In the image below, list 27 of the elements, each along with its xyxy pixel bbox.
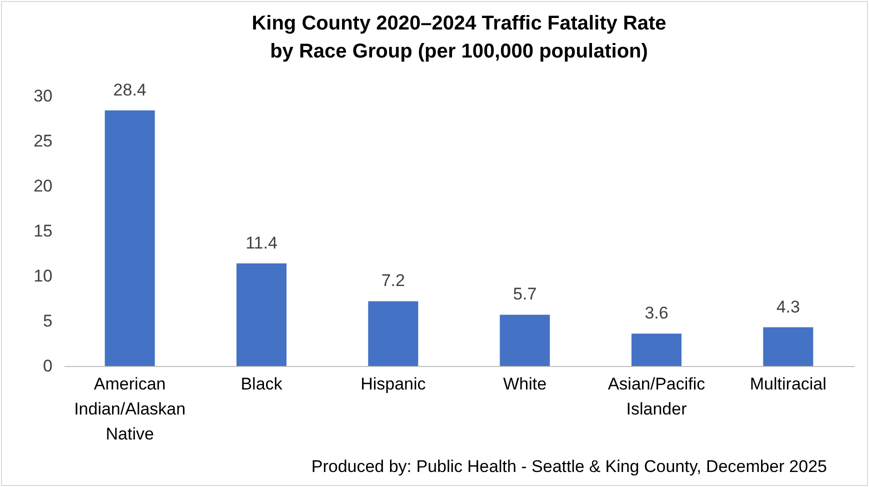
x-tick-label: Black xyxy=(240,374,283,394)
bar xyxy=(368,301,418,366)
y-tick-label: 10 xyxy=(34,266,52,286)
bar xyxy=(500,314,550,366)
text: Produced by: Public Health - Seattle & King County, December 2025 xyxy=(311,457,827,477)
x-tick-label: Asian/Pacific Islander xyxy=(608,374,706,418)
y-tick-label: 5 xyxy=(43,312,52,330)
x-tick-label: American Indian/Alaskan Native xyxy=(74,374,186,444)
chart-title: King County 2020–2024 Traffic Fatality Rate by Race Group (per 100,000 population) xyxy=(252,12,666,62)
y-tick-label: 20 xyxy=(34,176,52,196)
y-tick-label: 25 xyxy=(34,132,52,150)
y-tick-label: 15 xyxy=(34,222,52,240)
data-label: 7.2 xyxy=(381,271,405,290)
bar xyxy=(631,334,682,366)
data-label: 28.4 xyxy=(113,80,146,100)
x-tick-label: Multiracial xyxy=(750,374,826,394)
bar xyxy=(236,263,287,366)
bar xyxy=(104,110,155,366)
x-tick-label: Hispanic xyxy=(360,374,426,394)
data-label: 5.7 xyxy=(513,284,537,304)
y-tick-label: 0 xyxy=(43,356,52,376)
data-label: 3.6 xyxy=(644,304,668,323)
bar xyxy=(763,327,814,366)
data-label: 4.3 xyxy=(776,297,800,316)
x-tick-label: White xyxy=(503,374,547,394)
y-tick-label: 30 xyxy=(34,86,52,106)
data-label: 11.4 xyxy=(246,233,278,252)
